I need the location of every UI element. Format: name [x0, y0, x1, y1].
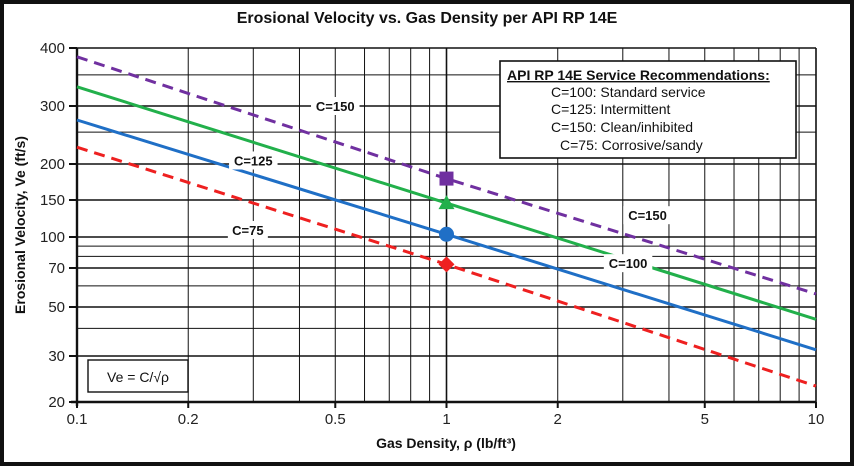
x-tick-label: 2: [554, 411, 562, 428]
triangle-marker: [438, 195, 455, 210]
tick-labels: 0.1 0.2 0.5 1 2 5 10 20 30 50 70 100 150 200 300 400: [40, 40, 824, 428]
x-tick-label: 1: [442, 411, 450, 428]
annotation-label: C=125: [234, 153, 273, 168]
x-tick-label: 0.2: [178, 411, 199, 428]
chart-title: Erosional Velocity vs. Gas Density per A…: [237, 10, 618, 27]
annotation-bg: [623, 206, 672, 225]
y-tick-label: 200: [40, 156, 65, 173]
annotation-bg: [229, 151, 278, 170]
x-tick-label: 5: [701, 411, 709, 428]
formula-text: Ve = C/√ρ: [107, 369, 169, 385]
annotation-label: C=100: [609, 256, 648, 271]
y-tick-label: 30: [48, 348, 65, 365]
annotation-bg: [227, 220, 268, 239]
legend-entry: C=75: Corrosive/sandy: [560, 137, 703, 153]
legend-entry: C=100: Standard service: [551, 84, 706, 100]
y-tick-label: 400: [40, 40, 65, 57]
annotation-label: C=150: [316, 99, 355, 114]
legend-title: API RP 14E Service Recommendations:: [507, 67, 770, 83]
y-tick-label: 300: [40, 98, 65, 115]
legend: API RP 14E Service Recommendations: C=10…: [499, 60, 797, 159]
square-marker: [439, 171, 454, 186]
series-group: [76, 55, 817, 388]
y-axis-label: Erosional Velocity, Ve (ft/s): [12, 136, 28, 314]
y-tick-label: 70: [48, 260, 65, 277]
y-tick-label: 100: [40, 229, 65, 246]
formula-box: Ve = C/√ρ: [87, 359, 189, 393]
x-tick-label: 0.5: [325, 411, 346, 428]
legend-entry: C=125: Intermittent: [551, 101, 671, 117]
legend-box: [499, 60, 797, 159]
annotation-bg: [311, 97, 360, 115]
y-tick-label: 50: [48, 299, 65, 316]
diamond-marker: [438, 256, 455, 273]
annotations: C=150 C=125 C=75 C=150 C=100: [227, 97, 672, 273]
x-tick-label: 0.1: [67, 411, 88, 428]
annotation-label: C=75: [232, 223, 263, 238]
annotation-bg: [603, 254, 653, 273]
annotation-label: C=150: [628, 208, 667, 223]
series-line-0: [76, 55, 817, 296]
legend-entry: C=150: Clean/inhibited: [551, 119, 693, 135]
y-tick-label: 20: [48, 394, 65, 411]
y-tick-label: 150: [40, 192, 65, 209]
x-tick-label: 10: [808, 411, 825, 428]
circle-marker: [439, 226, 454, 242]
x-axis-label: Gas Density, ρ (lb/ft³): [376, 435, 516, 451]
